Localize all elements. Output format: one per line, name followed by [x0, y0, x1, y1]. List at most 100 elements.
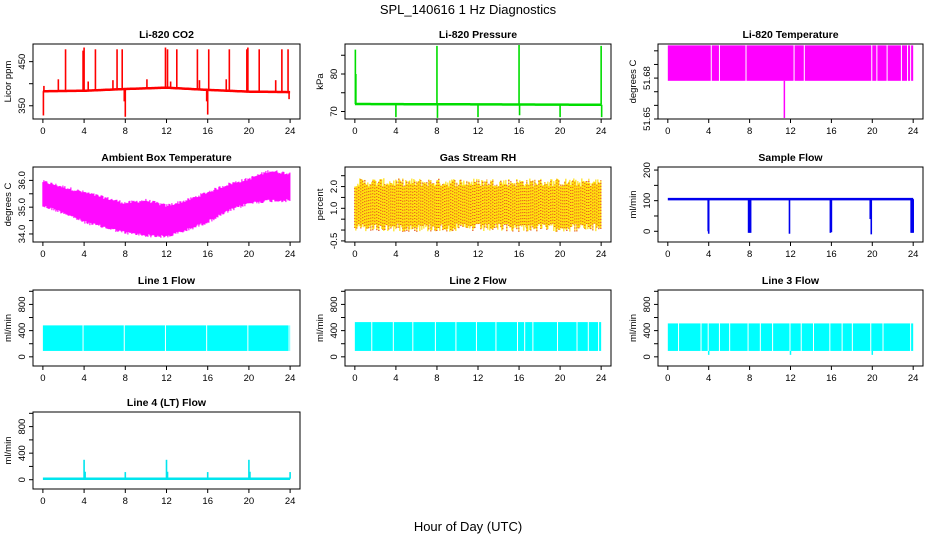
data-marks	[42, 170, 291, 238]
band-segment	[496, 322, 517, 351]
data-marks	[667, 323, 914, 355]
panel-ambient-box-temperature: Ambient Box Temperature 0 4 8 12 16 20 24 34.0 35…	[3, 152, 301, 260]
band-segment	[830, 323, 842, 351]
band-segment	[667, 323, 679, 351]
y-tick-label: -0.5	[329, 233, 340, 249]
y-axis-label: ml/min	[315, 314, 326, 342]
x-tick-label: 4	[706, 373, 711, 384]
band-segment	[588, 322, 599, 351]
x-tick-label: 24	[908, 249, 919, 260]
band-segment	[248, 325, 289, 351]
figure-xlabel: Hour of Day (UTC)	[414, 519, 522, 534]
x-tick-label: 16	[202, 126, 213, 137]
x-tick-label: 8	[434, 249, 439, 260]
panel-title: Gas Stream RH	[440, 152, 516, 164]
x-tick-label: 20	[244, 373, 255, 384]
x-tick-label: 20	[244, 126, 255, 137]
panel-title: Line 2 Flow	[449, 275, 507, 287]
band-segment	[42, 325, 83, 351]
band-segment	[908, 45, 911, 81]
y-tick-label: 2.0	[329, 180, 340, 193]
x-tick-label: 20	[867, 126, 878, 137]
x-tick-label: 20	[867, 249, 878, 260]
x-tick-label: 4	[706, 126, 711, 137]
x-tick-label: 20	[555, 249, 566, 260]
x-tick-label: 12	[161, 126, 172, 137]
y-tick-label: 0	[642, 354, 653, 359]
x-tick-label: 16	[202, 249, 213, 260]
x-tick-label: 12	[473, 126, 484, 137]
band-segment	[911, 323, 914, 351]
x-tick-label: 24	[285, 496, 296, 507]
y-axis-label: Licor ppm	[3, 61, 14, 103]
panel-title: Line 1 Flow	[138, 275, 196, 287]
x-tick-label: 12	[161, 496, 172, 507]
y-tick-label: 0	[17, 354, 28, 359]
x-tick-label: 8	[434, 126, 439, 137]
x-tick-label: 12	[473, 373, 484, 384]
panel-title: Li-820 CO2	[139, 29, 194, 41]
x-tick-label: 24	[285, 249, 296, 260]
x-tick-label: 0	[40, 496, 45, 507]
y-tick-label: 350	[17, 98, 28, 114]
band-segment	[456, 322, 476, 351]
y-tick-label: 51.68	[642, 66, 653, 90]
x-tick-label: 24	[908, 126, 919, 137]
y-tick-label: 200	[642, 162, 653, 178]
x-tick-label: 4	[81, 126, 86, 137]
x-tick-label: 16	[514, 249, 525, 260]
band-segment	[83, 325, 124, 351]
x-tick-label: 0	[40, 249, 45, 260]
baseline-line	[42, 86, 291, 94]
x-tick-label: 24	[285, 126, 296, 137]
y-tick-label: 400	[17, 445, 28, 461]
data-marks	[354, 178, 602, 232]
panel-title: Li-820 Temperature	[742, 29, 838, 41]
y-axis-label: degrees C	[3, 182, 14, 226]
y-tick-label: 800	[17, 296, 28, 312]
x-tick-label: 20	[867, 373, 878, 384]
band-segment	[877, 45, 887, 81]
x-tick-label: 12	[785, 126, 796, 137]
band-segment	[413, 322, 435, 351]
band-segment	[354, 322, 372, 351]
data-marks	[42, 47, 291, 117]
y-tick-label: 0	[642, 229, 653, 234]
panel-title: Line 4 (LT) Flow	[127, 397, 207, 409]
data-marks	[42, 459, 291, 480]
y-axis-label: ml/min	[628, 191, 639, 219]
band-segment	[124, 325, 165, 351]
x-tick-label: 0	[665, 126, 670, 137]
y-tick-label: 400	[642, 323, 653, 339]
x-tick-label: 12	[785, 249, 796, 260]
x-tick-label: 0	[352, 126, 357, 137]
panel-li-820-temperature: Li-820 Temperature 0 4 8 12 16 20 24 51.65 51.68d…	[628, 29, 924, 137]
band-segment	[790, 323, 801, 351]
y-tick-label: 51.65	[642, 107, 653, 131]
x-tick-label: 20	[555, 373, 566, 384]
x-tick-label: 16	[826, 249, 837, 260]
band-segment	[708, 323, 719, 351]
panel-title: Li-820 Pressure	[439, 29, 517, 41]
x-tick-label: 24	[908, 373, 919, 384]
x-tick-label: 16	[826, 373, 837, 384]
band-segment	[794, 45, 804, 81]
band-segment	[748, 323, 760, 351]
x-tick-label: 12	[161, 373, 172, 384]
panel-title: Ambient Box Temperature	[101, 152, 232, 164]
y-tick-label: 800	[17, 419, 28, 435]
band-segment	[525, 322, 533, 351]
band-segment	[852, 323, 871, 351]
x-tick-label: 8	[123, 496, 128, 507]
y-tick-label: 400	[17, 323, 28, 339]
band-segment	[393, 322, 413, 351]
panel-title: Sample Flow	[758, 152, 823, 164]
x-tick-label: 20	[244, 249, 255, 260]
band-segment	[476, 322, 496, 351]
x-tick-label: 4	[393, 373, 398, 384]
y-axis-label: kPa	[315, 73, 326, 90]
